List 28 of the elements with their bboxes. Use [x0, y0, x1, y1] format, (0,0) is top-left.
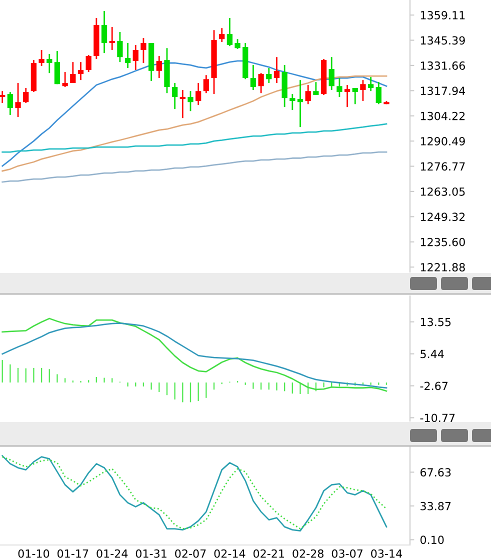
y-tick-label: 67.63 [420, 468, 451, 477]
y-tick-label: 1331.66 [420, 61, 465, 70]
x-tick-label: 01-17 [57, 549, 88, 558]
y-tick-label: 1304.22 [420, 112, 465, 120]
x-tick-label: 01-24 [96, 549, 128, 558]
x-tick-label: 03-07 [332, 549, 362, 558]
y-tick-label: -10.77 [420, 414, 455, 422]
y-tick-label: 13.55 [420, 318, 451, 326]
y-tick-label: 1276.77 [420, 162, 465, 171]
y-tick-label: 1263.05 [420, 187, 465, 196]
y-tick-label: 1290.49 [420, 137, 465, 146]
y-tick-label: 1221.88 [420, 263, 465, 272]
y-tick-label: 1249.32 [420, 212, 465, 222]
y-tick-label: 0.10 [420, 536, 444, 544]
y-tick-label: 1359.11 [420, 11, 465, 20]
x-tick-label: 02-21 [253, 549, 284, 558]
x-tick-label: 03-14 [371, 549, 402, 558]
y-tick-label: 1345.39 [420, 36, 465, 45]
y-tick-label: 5.44 [420, 350, 444, 358]
y-tick-label: -2.67 [420, 382, 448, 390]
x-tick-label: 02-14 [214, 549, 246, 558]
y-tick-label: 1317.94 [420, 86, 466, 96]
x-tick-label: 01-31 [136, 549, 166, 558]
y-tick-label: 1235.60 [420, 238, 465, 246]
x-tick-label: 02-07 [175, 549, 206, 558]
x-tick-label: 02-28 [292, 549, 324, 558]
x-tick-label: 01-10 [18, 549, 50, 558]
y-tick-label: 33.87 [420, 502, 451, 510]
